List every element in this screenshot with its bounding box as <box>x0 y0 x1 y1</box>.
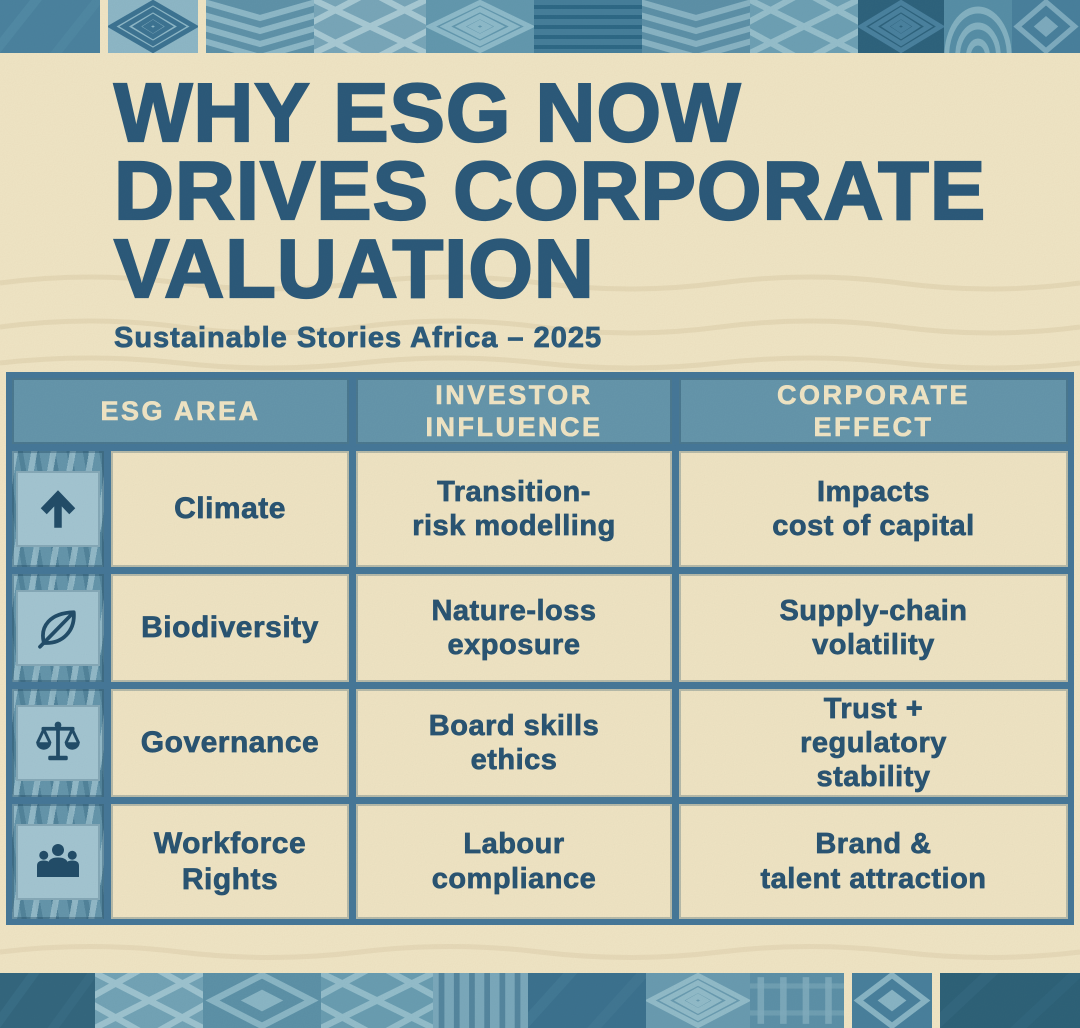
pattern-tile-solid <box>528 973 646 1028</box>
pattern-tile-diamonds <box>858 0 944 53</box>
pattern-tile-diamonds <box>426 0 534 53</box>
icon-tile <box>16 705 100 781</box>
table-cell-effect: Supply-chain volatility <box>679 574 1068 682</box>
pattern-tile-diamond-outline <box>203 973 321 1028</box>
table-row-icon-cell <box>12 804 104 919</box>
pattern-tile-solid <box>940 973 1080 1028</box>
pattern-tile-solid <box>0 973 95 1028</box>
pattern-tile-hstripes <box>534 0 642 53</box>
table-row-icon-cell <box>12 689 104 797</box>
column-header-esg-area: ESG AREA <box>12 378 349 444</box>
table-cell-area: Climate <box>111 451 349 567</box>
band-gap <box>198 0 206 53</box>
table-cell-influence: Labour compliance <box>356 804 672 919</box>
table-cell-influence: Board skills ethics <box>356 689 672 797</box>
icon-tile <box>16 590 100 666</box>
table-cell-effect: Trust + regulatory stability <box>679 689 1068 797</box>
bottom-pattern-band <box>0 973 1080 1028</box>
band-gap <box>932 973 940 1028</box>
table-row-icon-cell <box>12 451 104 567</box>
title-line-1: WHY ESG NOW <box>113 66 742 159</box>
esg-table: ESG AREA INVESTOR INFLUENCE CORPORATE EF… <box>6 372 1074 925</box>
table-cell-effect: Impacts cost of capital <box>679 451 1068 567</box>
column-header-investor-influence: INVESTOR INFLUENCE <box>356 378 672 444</box>
arrow-up-icon <box>40 490 76 528</box>
pattern-tile-diamonds <box>108 0 198 53</box>
pattern-tile-chevrons <box>206 0 314 53</box>
pattern-tile-diamond-outline <box>1012 0 1080 53</box>
scales-icon <box>36 721 80 761</box>
table-row-icon-cell <box>12 574 104 682</box>
subtitle: Sustainable Stories Africa – 2025 <box>114 322 603 355</box>
table-cell-effect: Brand & talent attraction <box>679 804 1068 919</box>
column-header-corporate-effect: CORPORATE EFFECT <box>679 378 1068 444</box>
icon-tile <box>16 471 100 547</box>
pattern-tile-weave <box>750 973 844 1028</box>
pattern-tile-diamonds <box>646 973 750 1028</box>
table-cell-area: Workforce Rights <box>111 804 349 919</box>
pattern-tile-arcs <box>944 0 1012 53</box>
table-cell-influence: Transition- risk modelling <box>356 451 672 567</box>
pattern-tile-xlattice <box>750 0 858 53</box>
table-cell-influence: Nature-loss exposure <box>356 574 672 682</box>
pattern-tile-xlattice <box>314 0 426 53</box>
people-icon <box>37 843 79 877</box>
icon-tile <box>16 823 100 900</box>
table-cell-area: Biodiversity <box>111 574 349 682</box>
pattern-tile-diamond-outline <box>852 973 932 1028</box>
pattern-tile-xlattice <box>95 973 203 1028</box>
title-line-3: VALUATION <box>113 222 595 315</box>
band-gap <box>844 973 852 1028</box>
table-cell-area: Governance <box>111 689 349 797</box>
pattern-tile-chevrons <box>642 0 750 53</box>
wave-texture <box>0 944 1080 960</box>
title-line-2: DRIVES CORPORATE <box>113 144 987 237</box>
pattern-tile-solid <box>0 0 100 53</box>
leaf-icon <box>38 610 76 649</box>
pattern-tile-xlattice <box>321 973 433 1028</box>
band-gap <box>100 0 108 53</box>
top-pattern-band <box>0 0 1080 53</box>
page-title: WHY ESG NOW DRIVES CORPORATE VALUATION <box>113 66 987 315</box>
pattern-tile-vstripes <box>433 973 528 1028</box>
